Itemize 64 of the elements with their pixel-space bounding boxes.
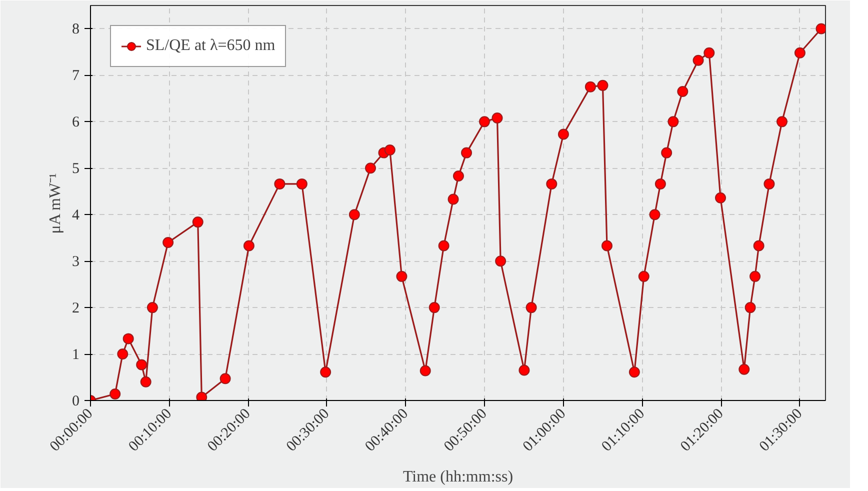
point	[420, 365, 431, 376]
point	[744, 302, 756, 314]
y-tick-label: 7	[72, 68, 80, 84]
point	[692, 54, 704, 66]
point	[438, 240, 450, 252]
point	[110, 388, 121, 400]
point	[146, 302, 158, 314]
point	[677, 86, 688, 97]
point	[526, 302, 537, 314]
point	[518, 364, 530, 376]
point	[495, 256, 506, 267]
point	[715, 192, 726, 204]
point	[452, 170, 464, 182]
point	[192, 216, 204, 228]
point	[601, 240, 612, 252]
point	[461, 147, 472, 158]
x-axis-title: Time (hh:mm:ss)	[402, 468, 514, 486]
y-tick-label: 3	[72, 254, 80, 270]
point	[558, 128, 569, 140]
point	[750, 270, 761, 282]
point	[816, 23, 826, 34]
point	[448, 194, 459, 205]
y-tick-label: 0	[72, 394, 80, 410]
point	[668, 116, 679, 128]
point	[348, 209, 360, 220]
point	[628, 366, 640, 378]
y-tick-label: 5	[72, 161, 80, 178]
y-tick-label: 8	[72, 22, 80, 38]
point	[365, 162, 376, 174]
y-tick-label: 6	[72, 114, 80, 131]
point	[320, 366, 332, 378]
point	[776, 116, 788, 128]
point	[704, 47, 715, 58]
y-tick-label: 4	[72, 208, 80, 224]
y-tick-label: 2	[72, 300, 80, 317]
point	[649, 209, 660, 220]
point	[396, 270, 408, 282]
point	[584, 81, 596, 92]
point	[140, 376, 152, 388]
point	[597, 80, 608, 91]
legend-label: SL/QE at λ=650 nm	[146, 37, 276, 55]
point	[738, 364, 750, 375]
point	[492, 112, 503, 124]
point	[162, 237, 174, 248]
point	[794, 47, 806, 58]
point	[753, 240, 764, 252]
point	[546, 178, 558, 190]
point	[478, 116, 490, 128]
point	[428, 302, 440, 314]
point	[764, 178, 775, 190]
point	[122, 333, 134, 344]
point	[296, 178, 308, 190]
point	[136, 359, 148, 370]
point	[220, 373, 231, 384]
y-axis-title: μA mW⁻¹	[47, 172, 64, 234]
y-tick-label: 1	[72, 347, 80, 364]
point	[638, 270, 650, 282]
point	[654, 178, 666, 190]
point	[117, 348, 128, 360]
point	[196, 392, 208, 400]
point	[384, 144, 396, 156]
point	[243, 240, 254, 252]
point	[661, 147, 672, 158]
point	[274, 178, 286, 190]
